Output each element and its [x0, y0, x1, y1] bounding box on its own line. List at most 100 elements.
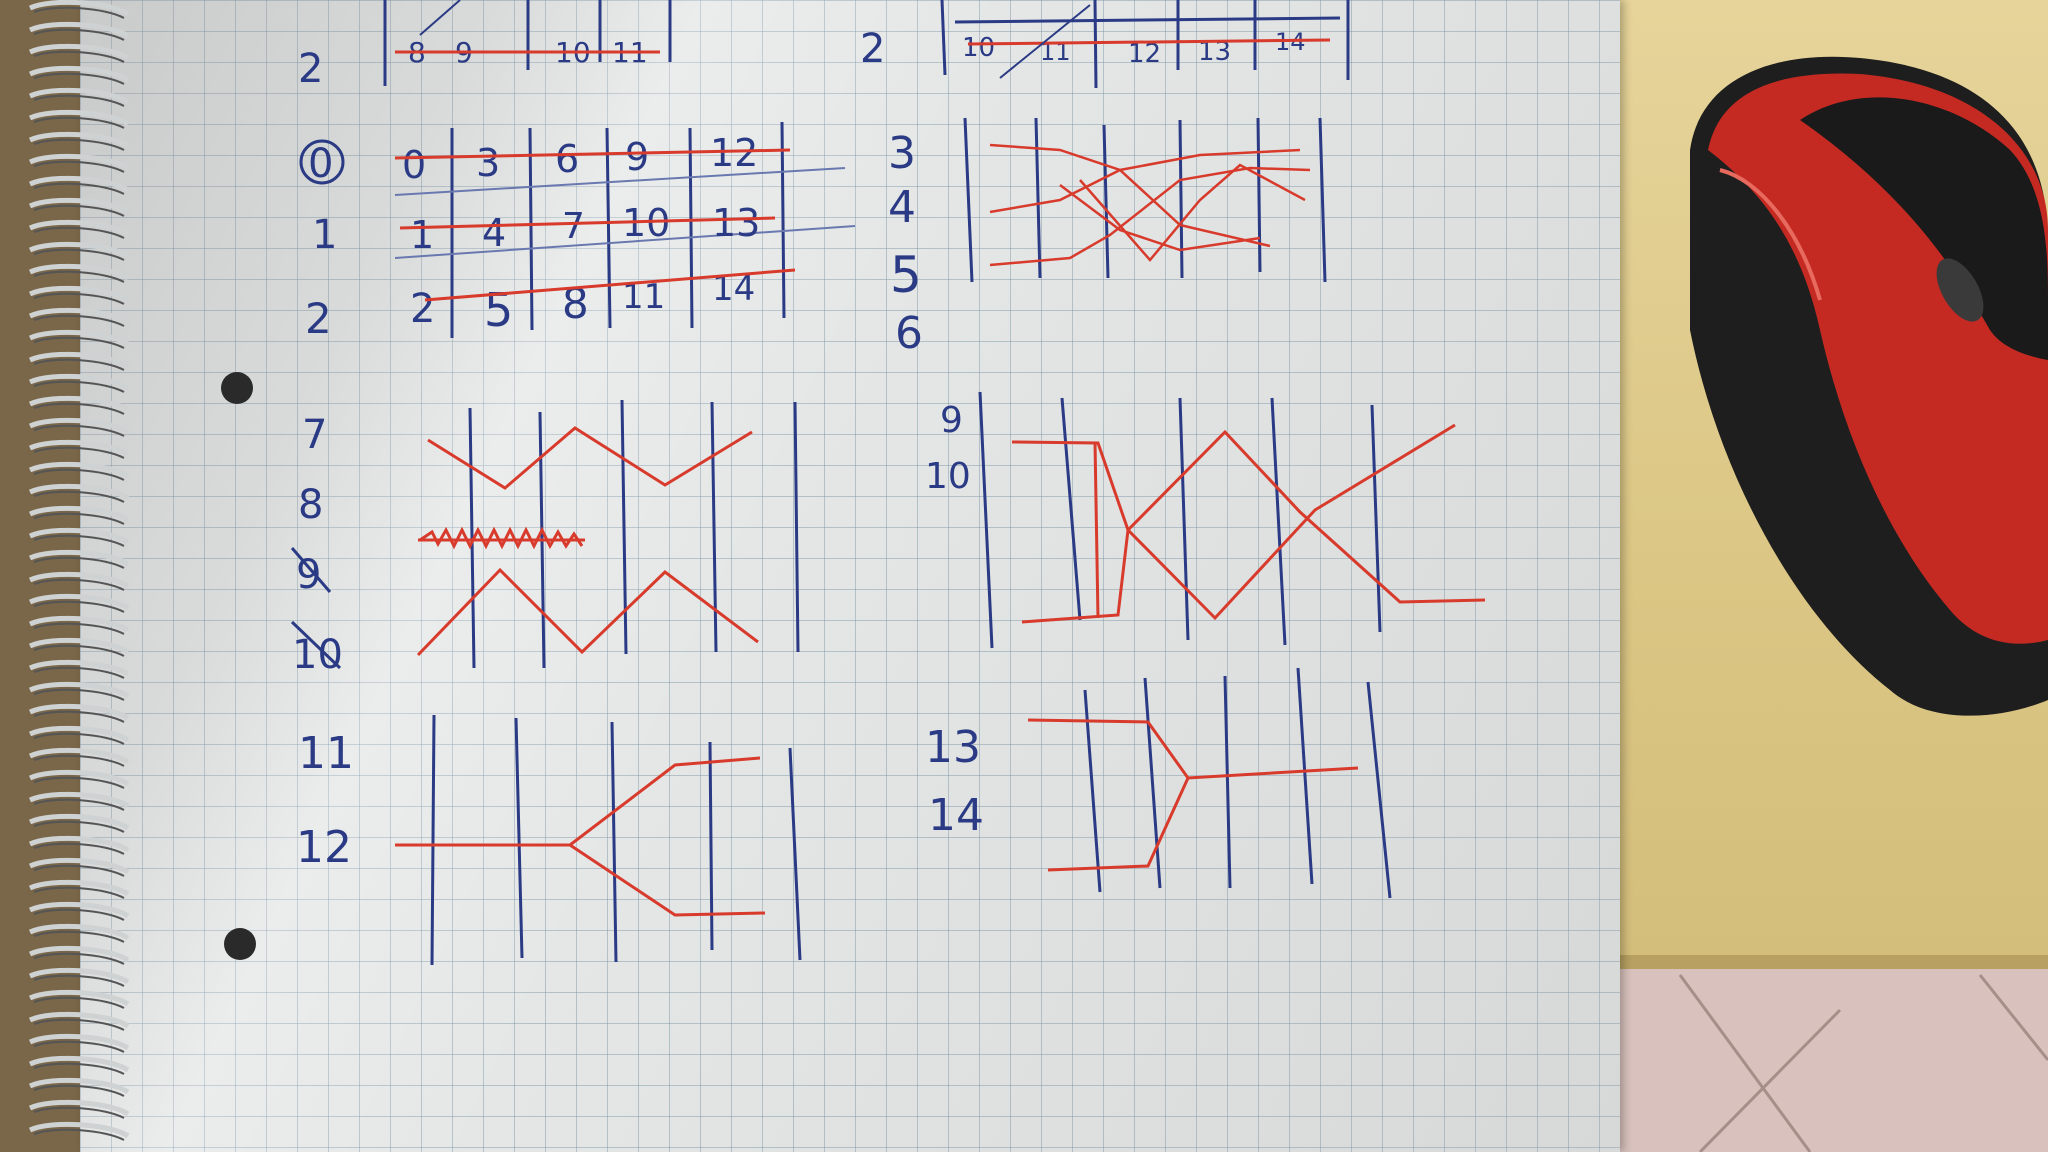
spiral-coil-shadow [33, 1084, 125, 1097]
spiral-coil [28, 571, 130, 589]
spiral-coil-shadow [33, 732, 125, 745]
spiral-coil [28, 857, 130, 875]
spiral-coil-shadow [33, 226, 125, 239]
spiral-coil [28, 835, 130, 853]
spiral-coil [28, 263, 130, 281]
spiral-coil [28, 461, 130, 479]
row-label: 2 [305, 294, 332, 343]
spiral-coil [28, 153, 130, 171]
spiral-coil-shadow [33, 358, 125, 371]
spiral-coil-shadow [33, 644, 125, 657]
table-cell: 13 [712, 201, 760, 245]
diagram-label: 12 [296, 822, 352, 873]
spiral-coil [28, 989, 130, 1007]
spiral-coil [28, 923, 130, 941]
table-cell: 7 [562, 206, 585, 247]
page-shadow [80, 0, 1620, 1152]
diagram-label: 14 [928, 790, 984, 841]
spiral-coil [28, 1077, 130, 1095]
table-cell: 9 [625, 135, 649, 179]
grid-cells: 0 3 6 9 12 1 4 7 10 13 2 5 8 11 14 [402, 131, 760, 337]
diagram-b: 7 8 9 10 [290, 399, 800, 678]
spiral-coil-shadow [33, 1106, 125, 1119]
spiral-coil-shadow [33, 842, 125, 855]
spiral-coil [28, 307, 130, 325]
table-cell: 4 [482, 211, 506, 255]
spiral-coil [28, 175, 130, 193]
spiral-coil [28, 1033, 130, 1051]
spiral-coil-shadow [33, 600, 125, 613]
spiral-coil-shadow [33, 1040, 125, 1053]
table-cell: 12 [710, 131, 758, 175]
spiral-coil-shadow [33, 138, 125, 151]
spiral-coil-shadow [33, 820, 125, 833]
diagram-label: 3 [888, 128, 916, 179]
spiral-coil-shadow [33, 314, 125, 327]
spiral-coil [28, 527, 130, 545]
diagram-label: 10 [925, 456, 971, 497]
diagram-e: 13 14 [925, 667, 1392, 899]
spiral-coil [28, 109, 130, 127]
spiral-coil [28, 329, 130, 347]
spiral-coil-shadow [33, 1018, 125, 1031]
spiral-coil [28, 1099, 130, 1117]
grid-table: 0 1 2 0 3 6 9 12 1 4 7 10 [299, 121, 856, 343]
table-cell: 10 [962, 33, 995, 63]
spiral-coil-shadow [33, 512, 125, 525]
strike-mark [290, 547, 332, 593]
spiral-coil [28, 813, 130, 831]
spiral-coil-shadow [33, 270, 125, 283]
punch-hole [224, 928, 256, 960]
spiral-coil [28, 395, 130, 413]
spiral-coil-shadow [33, 160, 125, 173]
spiral-coil [28, 879, 130, 897]
diagram-label: 8 [298, 482, 323, 528]
spiral-coil-shadow [33, 50, 125, 63]
spiral-coil [28, 1011, 130, 1029]
spiral-coil [28, 593, 130, 611]
spiral-coil-shadow [33, 6, 125, 19]
table-cell: 1 [410, 213, 434, 257]
spiral-coil [28, 1121, 130, 1139]
spiral-coil [28, 1055, 130, 1073]
spiral-coil [28, 241, 130, 259]
spiral-coil-shadow [33, 490, 125, 503]
computer-mouse [1690, 56, 2048, 716]
diagram-label: 7 [302, 412, 327, 458]
spiral-coil-shadow [33, 380, 125, 393]
spiral-coil-shadow [33, 94, 125, 107]
spiral-coil [28, 197, 130, 215]
punch-hole [221, 372, 253, 404]
spiral-coil [28, 21, 130, 39]
spiral-coil-shadow [33, 930, 125, 943]
spiral-coil [28, 483, 130, 501]
spiral-coil [28, 373, 130, 391]
spiral-coil-shadow [33, 292, 125, 305]
spiral-coil-shadow [33, 688, 125, 701]
spiral-binding [28, 0, 130, 1141]
spiral-coil [28, 967, 130, 985]
spiral-coil-shadow [33, 424, 125, 437]
spiral-coil [28, 791, 130, 809]
spiral-coil [28, 549, 130, 567]
spiral-coil [28, 285, 130, 303]
diagram-label: 9 [940, 400, 963, 441]
spiral-coil-shadow [33, 336, 125, 349]
floor-seams [1678, 974, 2048, 1152]
spiral-coil [28, 131, 130, 149]
table-cell: 2 [410, 286, 435, 332]
diagram-d: 11 12 [296, 714, 802, 966]
spiral-coil [28, 747, 130, 765]
spiral-coil [28, 87, 130, 105]
spiral-coil-shadow [33, 908, 125, 921]
spiral-coil-shadow [33, 1128, 125, 1141]
spiral-coil [28, 901, 130, 919]
spiral-coil-shadow [33, 754, 125, 767]
spiral-coil-shadow [33, 666, 125, 679]
top-left-partial-table: 2 8 9 10 11 [298, 0, 672, 92]
diagram-label: 13 [925, 722, 981, 773]
spiral-coil [28, 417, 130, 435]
spiral-coil-shadow [33, 996, 125, 1009]
